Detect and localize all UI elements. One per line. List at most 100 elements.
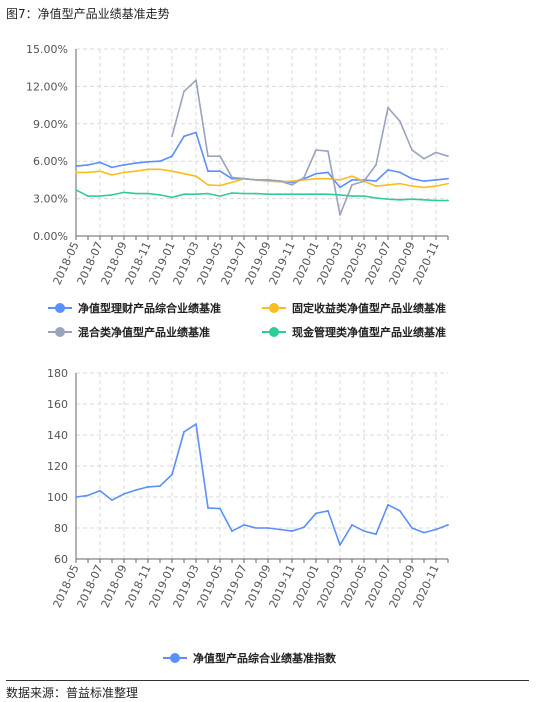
data-point <box>399 198 401 201</box>
data-point <box>183 193 185 196</box>
data-point <box>387 169 389 171</box>
data-point <box>375 164 377 166</box>
data-point <box>207 155 209 158</box>
data-point <box>183 90 185 93</box>
data-point <box>231 530 233 532</box>
data-point <box>87 171 89 174</box>
data-point <box>159 485 161 488</box>
data-point <box>243 177 245 180</box>
data-point <box>423 531 425 534</box>
data-point <box>327 193 329 196</box>
legend-label: 净值型理财产品综合业绩基准 <box>78 301 221 315</box>
data-point <box>171 473 173 476</box>
data-point <box>219 195 221 198</box>
series-line <box>75 189 448 202</box>
data-point <box>171 155 173 158</box>
data-point <box>279 180 281 183</box>
data-point <box>411 527 413 529</box>
data-point <box>123 191 125 194</box>
data-point <box>375 533 377 536</box>
y-tick-label: 180 <box>47 367 68 380</box>
data-point <box>231 181 233 184</box>
data-point <box>351 524 353 526</box>
benchmark-rate-chart: 0.00%3.00%6.00%9.00%12.00%15.00%2018-052… <box>26 43 449 339</box>
data-point <box>99 195 101 198</box>
data-point <box>423 186 425 189</box>
data-point <box>291 181 293 184</box>
data-point <box>387 106 389 109</box>
data-point <box>75 496 77 498</box>
data-point <box>435 199 437 202</box>
data-point <box>435 179 437 181</box>
data-point <box>171 196 173 199</box>
data-point <box>387 198 389 201</box>
data-point <box>219 155 221 158</box>
data-point <box>111 174 113 176</box>
data-point <box>339 213 341 216</box>
source-note: 数据来源：普益标准整理 <box>6 686 139 700</box>
data-point <box>315 149 317 151</box>
y-tick-label: 120 <box>47 460 68 473</box>
data-point <box>147 160 149 163</box>
data-point <box>207 506 209 509</box>
data-point <box>99 161 101 164</box>
data-point <box>111 193 113 196</box>
legend-swatch-marker <box>170 653 180 663</box>
data-point <box>195 193 197 196</box>
data-point <box>87 494 89 497</box>
data-point <box>327 510 329 512</box>
legend-swatch-marker <box>55 327 65 337</box>
data-point <box>87 164 89 166</box>
data-point <box>231 192 233 194</box>
data-point <box>327 150 329 153</box>
data-point <box>375 180 377 183</box>
y-tick-label: 160 <box>47 398 68 411</box>
data-point <box>447 524 449 526</box>
figure-title: 图7：净值型产品业绩基准走势 <box>6 7 170 21</box>
legend-label: 现金管理类净值型产品业绩基准 <box>292 325 446 339</box>
data-point <box>279 528 281 531</box>
data-point <box>315 193 317 196</box>
data-point <box>351 195 353 198</box>
data-point <box>327 171 329 174</box>
data-point <box>291 183 293 186</box>
legend-swatch-marker <box>269 327 279 337</box>
y-tick-label: 9.00% <box>33 118 68 131</box>
y-tick-label: 3.00% <box>33 193 68 206</box>
y-tick-label: 80 <box>54 522 68 535</box>
data-point <box>399 120 401 123</box>
data-point <box>447 155 449 158</box>
data-point <box>135 192 137 195</box>
data-point <box>195 175 197 178</box>
data-point <box>351 183 353 186</box>
series-line <box>171 79 449 216</box>
legend-swatch-marker <box>55 303 65 313</box>
y-tick-label: 140 <box>47 429 68 442</box>
data-point <box>291 193 293 196</box>
data-point <box>243 192 245 195</box>
data-point <box>75 188 77 191</box>
data-point <box>123 493 125 495</box>
data-point <box>303 193 305 196</box>
legend-label: 固定收益类净值型产品业绩基准 <box>292 301 446 315</box>
data-point <box>339 193 341 196</box>
data-point <box>303 176 305 179</box>
data-point <box>195 423 197 426</box>
data-point <box>339 544 341 546</box>
data-point <box>351 175 353 178</box>
data-point <box>207 170 209 173</box>
series-line <box>76 168 449 189</box>
data-point <box>159 160 161 163</box>
data-point <box>411 198 413 201</box>
data-point <box>207 183 209 186</box>
data-point <box>267 527 269 529</box>
data-point <box>435 528 437 531</box>
data-point <box>447 177 449 180</box>
data-point <box>243 524 245 526</box>
y-tick-label: 0.00% <box>33 230 68 243</box>
data-point <box>111 499 113 501</box>
legend-swatch-marker <box>269 303 279 313</box>
data-point <box>315 172 317 175</box>
data-point <box>255 179 257 181</box>
